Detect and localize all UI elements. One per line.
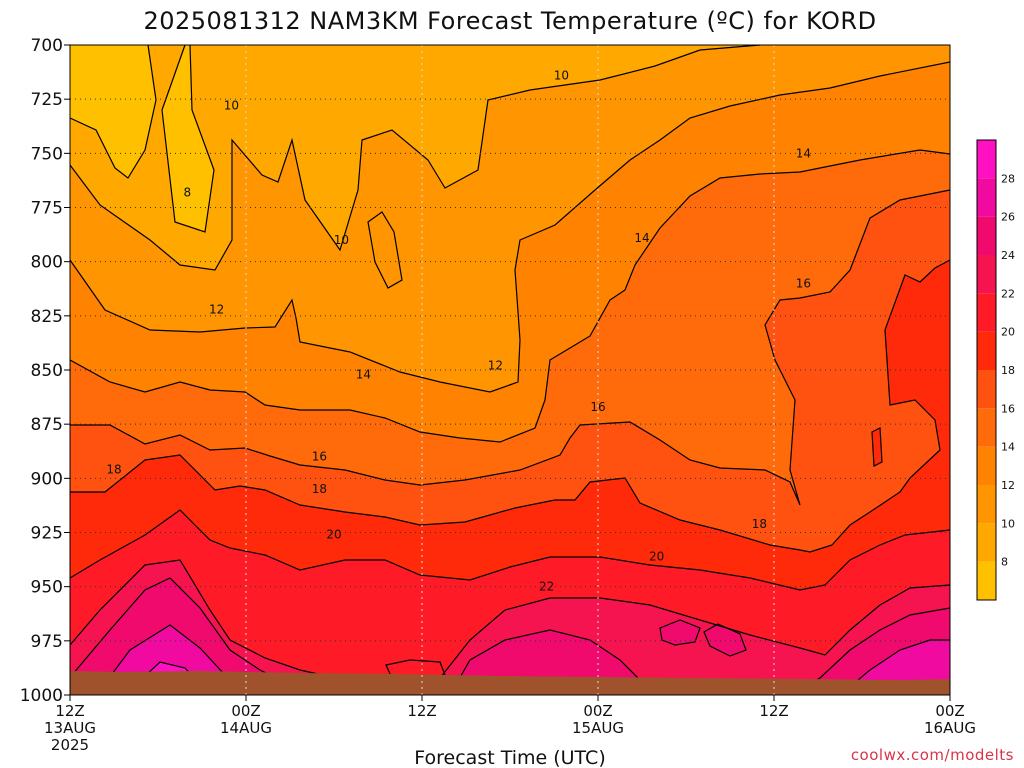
contour-label-text: 16	[796, 276, 811, 290]
plot-area: 8 10 10 10 12 12 14 14 14 16 16 16 18 18 18 20 20 22	[69, 44, 951, 696]
contour-label: 14	[796, 146, 811, 160]
y-tick-label: 975	[31, 632, 63, 652]
contour-label-text: 10	[334, 233, 349, 247]
contour-label: 18	[106, 463, 121, 477]
colorbar-tick-label: 10	[1001, 517, 1015, 530]
y-tick-label: 700	[31, 36, 63, 56]
contour-label-text: 20	[326, 528, 341, 542]
colorbar-segment	[977, 523, 996, 562]
contour-label: 16	[590, 400, 605, 414]
contour-label: 14	[356, 367, 371, 381]
y-tick-label: 875	[31, 415, 63, 435]
contour-label: 16	[312, 450, 327, 464]
x-tick-label: 00Z	[935, 702, 964, 720]
contour-label-text: 12	[209, 302, 224, 316]
y-axis: 700 725 750 775 800 825 850 875 900 925 950 975 1000	[20, 36, 70, 706]
chart-title: 2025081312 NAM3KM Forecast Temperature (…	[143, 7, 876, 35]
x-tick-label: 00Z	[583, 702, 612, 720]
contour-label-text: 14	[356, 367, 371, 381]
contour-label: 8	[184, 185, 192, 199]
contour-label-text: 18	[752, 517, 767, 531]
colorbar-tick-label: 24	[1001, 249, 1015, 262]
colorbar-tick-label: 12	[1001, 479, 1015, 492]
y-tick-label: 800	[31, 253, 63, 273]
colorbar-segment	[977, 255, 996, 294]
contour-labels: 8 10 10 10 12 12 14 14 14 16 16 16 18 18 18 20 20 22	[106, 68, 811, 594]
warm-pocket-18	[872, 428, 882, 466]
y-tick-label: 1000	[20, 686, 63, 706]
x-tick-label: 12Z	[55, 702, 84, 720]
colorbar-segment	[977, 178, 996, 217]
colorbar-tick-label: 14	[1001, 441, 1015, 454]
contour-label-text: 14	[796, 146, 811, 160]
y-tick-label: 725	[31, 90, 63, 110]
colorbar-tick-label: 16	[1001, 402, 1015, 415]
contour-label-text: 10	[224, 99, 239, 113]
colorbar-segment	[977, 485, 996, 524]
contour-label-text: 14	[634, 231, 649, 245]
colorbar: 8 10 12 14 16 18 20 22 24 26 28	[976, 139, 1015, 601]
contour-label: 10	[334, 233, 349, 247]
contour-label: 20	[326, 528, 341, 542]
contour-label: 14	[634, 231, 649, 245]
terrain-ground	[70, 671, 950, 695]
warm-pocket-24a	[660, 620, 700, 645]
colorbar-tick-label: 20	[1001, 326, 1015, 339]
contour-label: 18	[312, 482, 327, 496]
contour-label: 16	[796, 276, 811, 290]
colorbar-segment	[977, 140, 996, 179]
contour-label: 18	[752, 517, 767, 531]
contour-label: 10	[224, 99, 239, 113]
y-tick-label: 750	[31, 144, 63, 164]
colorbar-tick-label: 18	[1001, 364, 1015, 377]
x-tick-label: 14AUG	[220, 719, 272, 737]
credit-text: coolwx.com/modelts	[851, 746, 1014, 764]
y-tick-label: 950	[31, 578, 63, 598]
colorbar-segment	[977, 561, 996, 600]
contour-label-text: 8	[184, 185, 192, 199]
colorbar-segment	[977, 216, 996, 255]
y-tick-label: 850	[31, 361, 63, 381]
y-tick-label: 825	[31, 307, 63, 327]
x-tick-label: 12Z	[407, 702, 436, 720]
gridlines	[70, 45, 950, 695]
x-tick-label: 16AUG	[924, 719, 976, 737]
x-axis-label: Forecast Time (UTC)	[414, 747, 605, 768]
colorbar-segment	[977, 408, 996, 447]
colorbar-tick-label: 26	[1001, 211, 1015, 224]
contour-label-text: 12	[488, 359, 503, 373]
colorbar-segment	[977, 293, 996, 332]
x-tick-label: 00Z	[231, 702, 260, 720]
contour-label-text: 20	[649, 549, 664, 563]
contour-label-text: 16	[312, 450, 327, 464]
contour-label-text: 22	[539, 580, 554, 594]
x-tick-label: 13AUG	[44, 719, 96, 737]
x-tick-label: 15AUG	[572, 719, 624, 737]
y-tick-label: 925	[31, 524, 63, 544]
colorbar-segment	[977, 331, 996, 370]
x-tick-label: 2025	[51, 736, 89, 754]
colorbar-tick-label: 28	[1001, 172, 1015, 185]
colorbar-tick-label: 22	[1001, 287, 1015, 300]
cool-pocket-10	[368, 212, 402, 288]
band-22	[70, 560, 950, 695]
colorbar-segment	[977, 370, 996, 409]
y-tick-label: 775	[31, 199, 63, 219]
y-tick-label: 900	[31, 469, 63, 489]
contour-label-text: 10	[554, 68, 569, 82]
contour-label-text: 18	[312, 482, 327, 496]
colorbar-segment	[977, 446, 996, 485]
contour-label: 12	[488, 359, 503, 373]
x-tick-label: 12Z	[759, 702, 788, 720]
contour-label: 12	[209, 302, 224, 316]
contour-label-text: 18	[106, 463, 121, 477]
contour-label: 10	[554, 68, 569, 82]
colorbar-frame	[976, 139, 997, 601]
colorbar-tick-label: 8	[1001, 556, 1008, 569]
contour-label-text: 16	[590, 400, 605, 414]
contour-label: 22	[539, 580, 554, 594]
contour-label: 20	[649, 549, 664, 563]
